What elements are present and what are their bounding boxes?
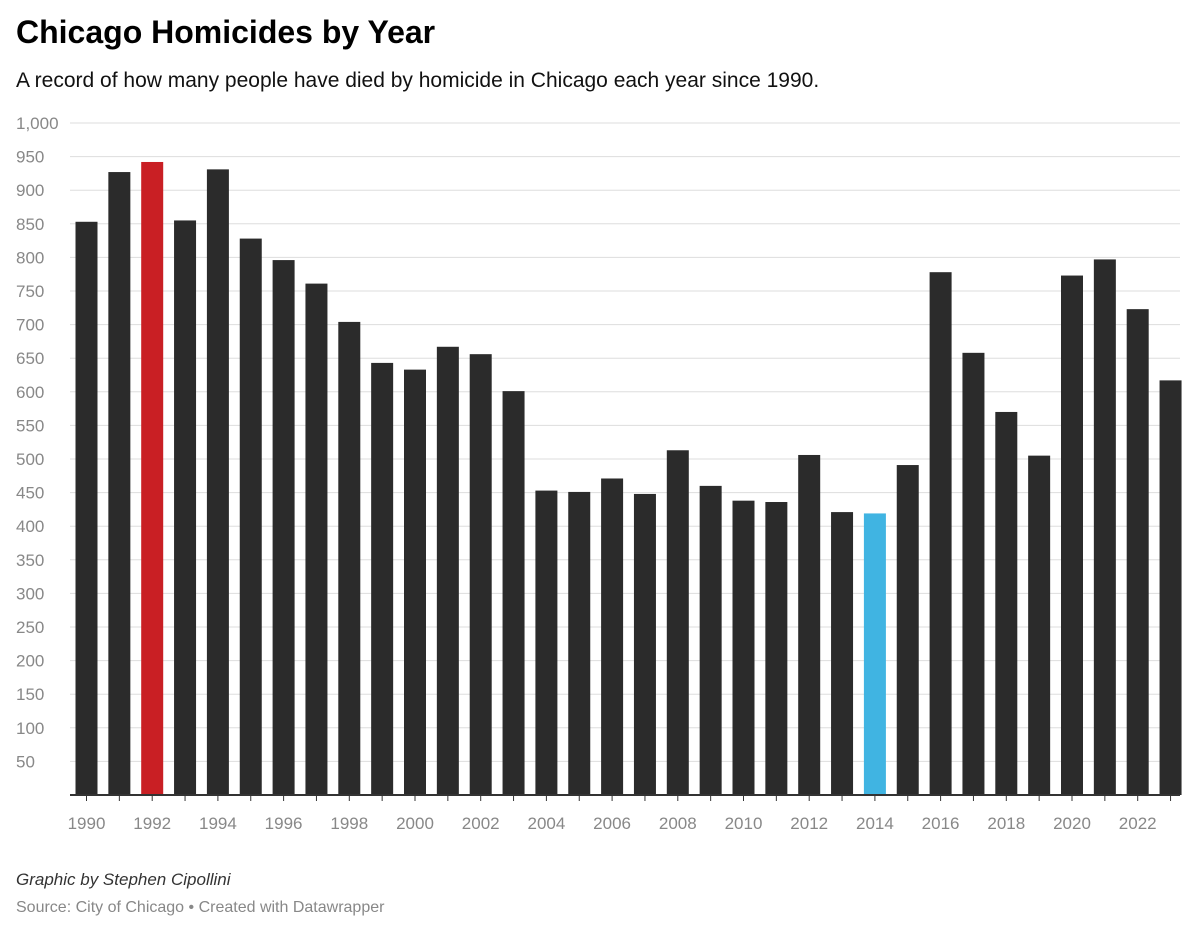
x-axis-labels: 1990 1992 1994 1996 1998 2000 2002 2004 2006 2008… <box>68 814 1157 833</box>
y-tick-label: 150 <box>16 685 44 704</box>
bar-2008 <box>666 450 689 795</box>
bar-1997 <box>305 283 328 795</box>
x-tick-label: 1996 <box>265 814 303 833</box>
bar-1994 <box>206 169 229 796</box>
x-tick-label: 2016 <box>922 814 960 833</box>
footer-separator: • <box>184 899 199 916</box>
y-axis-labels: 50 100 150 200 250 300 350 400 450 500 550 600 650 70… <box>16 114 59 771</box>
y-tick-label: 500 <box>16 450 44 469</box>
y-tick-label: 900 <box>16 181 44 200</box>
x-tick-label: 2008 <box>659 814 697 833</box>
chart-subtitle: A record of how many people have died by… <box>16 69 820 92</box>
y-tick-label: 700 <box>16 316 44 335</box>
bar-2004 <box>535 490 558 795</box>
y-tick-label: 800 <box>16 248 44 267</box>
datawrapper-credit: Created with Datawrapper <box>198 899 385 916</box>
bar-2015 <box>896 465 919 795</box>
y-tick-label: 950 <box>16 148 44 167</box>
bar-1998 <box>338 321 361 795</box>
y-tick-label: 650 <box>16 349 44 368</box>
bar-2010 <box>732 500 755 795</box>
x-tick-label: 2010 <box>725 814 763 833</box>
bar-1995 <box>239 238 262 796</box>
bar-2007 <box>633 493 656 795</box>
source-text: Source: City of Chicago <box>16 899 185 916</box>
x-tick-label: 2012 <box>790 814 828 833</box>
bar-2012 <box>798 454 821 795</box>
y-tick-label: 300 <box>16 584 44 603</box>
chart-title: Chicago Homicides by Year <box>16 14 436 50</box>
x-tick-label: 1990 <box>68 814 106 833</box>
x-tick-label: 2006 <box>593 814 631 833</box>
source-footer: Source: City of Chicago • Created with D… <box>16 899 384 917</box>
bar-2003 <box>502 391 525 795</box>
bar-2014 <box>863 513 886 795</box>
bar-2018 <box>995 411 1018 795</box>
y-tick-label: 100 <box>16 719 44 738</box>
x-axis <box>70 794 1180 801</box>
bar-1991 <box>108 172 131 795</box>
y-tick-label: 600 <box>16 383 44 402</box>
x-tick-label: 1992 <box>133 814 171 833</box>
bar-2022 <box>1126 309 1149 795</box>
bar-2021 <box>1093 259 1116 795</box>
bar-1990 <box>75 221 98 795</box>
y-tick-label: 400 <box>16 517 44 536</box>
bar-2017 <box>962 352 985 795</box>
bar-1993 <box>174 220 197 795</box>
y-tick-label: 450 <box>16 484 44 503</box>
bar-2020 <box>1061 275 1083 795</box>
y-tick-label: 1,000 <box>16 114 59 133</box>
y-tick-label: 550 <box>16 416 44 435</box>
bar-2006 <box>601 478 624 795</box>
bar-2019 <box>1028 455 1051 795</box>
x-tick-label: 2020 <box>1053 814 1091 833</box>
x-tick-label: 1998 <box>330 814 368 833</box>
x-tick-label: 2018 <box>987 814 1025 833</box>
y-tick-label: 350 <box>16 551 44 570</box>
bar-2013 <box>831 512 854 795</box>
bar-2016 <box>929 272 952 796</box>
y-tick-label: 750 <box>16 282 44 301</box>
bar-1999 <box>371 362 394 795</box>
bar-1992 <box>141 161 164 795</box>
x-tick-label: 2004 <box>527 814 565 833</box>
y-tick-label: 200 <box>16 652 44 671</box>
x-tick-label: 2000 <box>396 814 434 833</box>
bar-2002 <box>469 354 492 795</box>
bar-2011 <box>765 502 788 795</box>
bar-1996 <box>272 260 295 795</box>
x-tick-label: 2014 <box>856 814 894 833</box>
bar-2005 <box>568 491 591 795</box>
bar-2001 <box>436 346 459 795</box>
x-tick-label: 1994 <box>199 814 237 833</box>
y-tick-label: 850 <box>16 215 44 234</box>
graphic-credit: Graphic by Stephen Cipollini <box>16 870 231 889</box>
y-tick-label: 250 <box>16 618 44 637</box>
bar-2023 <box>1159 380 1182 795</box>
y-tick-label: 50 <box>16 752 35 771</box>
bar-2009 <box>699 485 722 795</box>
bars <box>75 161 1182 796</box>
bar-2000 <box>404 369 426 795</box>
x-tick-label: 2002 <box>462 814 500 833</box>
x-tick-label: 2022 <box>1119 814 1157 833</box>
bar-chart: 50 100 150 200 250 300 350 400 450 500 550 600 650 70… <box>16 114 1182 833</box>
